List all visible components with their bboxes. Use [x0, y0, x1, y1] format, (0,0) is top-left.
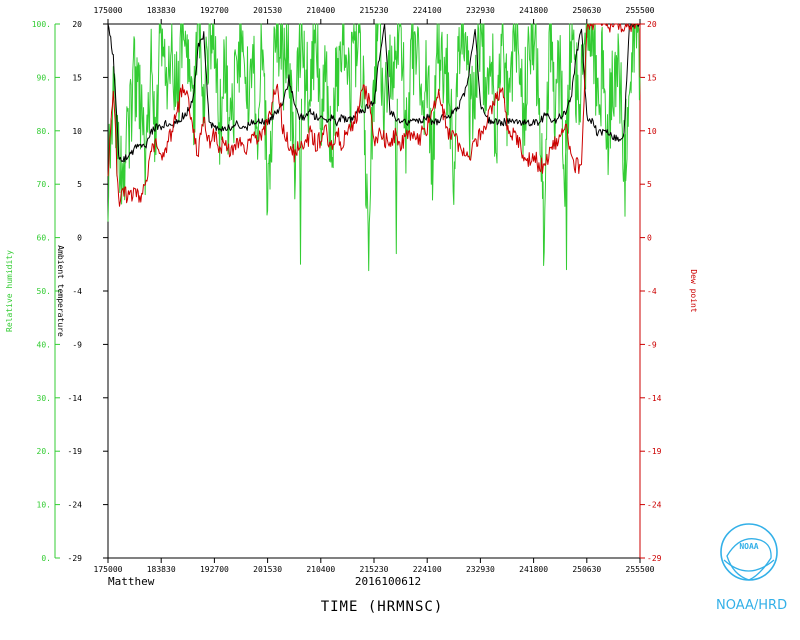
noaa-logo: NOAA — [720, 523, 778, 581]
series-line-relative_humidity — [107, 23, 641, 272]
x-tick-label-top: 192700 — [200, 6, 229, 15]
x-axis-title: TIME (HRMNSC) — [321, 599, 444, 615]
x-tick-label: 250630 — [572, 565, 601, 574]
dew-tick-label: -19 — [647, 447, 662, 456]
x-tick-label-top: 255500 — [626, 6, 655, 15]
x-tick-label-top: 250630 — [572, 6, 601, 15]
rh-tick-label: 0. — [41, 554, 51, 563]
dew-tick-label: 10 — [647, 127, 657, 136]
x-tick-label: 255500 — [626, 565, 655, 574]
x-tick-label: 183830 — [147, 565, 176, 574]
x-tick-label-top: 215230 — [360, 6, 389, 15]
rh-axis-label: Relative humidity — [5, 250, 14, 332]
temp-tick-label: 10 — [72, 127, 82, 136]
logo-wave-icon — [723, 559, 775, 572]
rh-tick-label: 100. — [32, 20, 51, 29]
series-line-ambient_temperature — [107, 23, 640, 163]
temp-tick-label: 5 — [77, 180, 82, 189]
agency-label: NOAA/HRD — [716, 598, 788, 613]
temp-tick-label: -4 — [72, 287, 82, 296]
rh-tick-label: 80. — [37, 127, 51, 136]
x-tick-label-top: 175000 — [94, 6, 123, 15]
temp-tick-label: 0 — [77, 234, 82, 243]
rh-tick-label: 10. — [37, 501, 51, 510]
temp-tick-label: -9 — [72, 340, 82, 349]
temp-tick-label: 15 — [72, 73, 82, 82]
x-tick-label: 201530 — [253, 565, 282, 574]
date-label: 2016100612 — [355, 575, 421, 588]
rh-tick-label: 90. — [37, 73, 51, 82]
rh-tick-label: 60. — [37, 234, 51, 243]
logo-bird-icon — [726, 538, 772, 581]
temp-axis-label: Ambient temperature — [56, 245, 65, 337]
rh-tick-label: 50. — [37, 287, 51, 296]
storm-name: Matthew — [108, 575, 155, 588]
dew-tick-label: -14 — [647, 394, 662, 403]
rh-tick-label: 40. — [37, 340, 51, 349]
temp-tick-label: -14 — [68, 394, 83, 403]
x-tick-label: 175000 — [94, 565, 123, 574]
dew-tick-label: -4 — [647, 287, 657, 296]
temp-tick-label: -29 — [68, 554, 83, 563]
dew-tick-label: 15 — [647, 73, 657, 82]
x-tick-label-top: 224100 — [413, 6, 442, 15]
rh-tick-label: 30. — [37, 394, 51, 403]
temp-tick-label: 20 — [72, 20, 82, 29]
rh-tick-label: 20. — [37, 447, 51, 456]
x-tick-label: 215230 — [360, 565, 389, 574]
x-tick-label: 192700 — [200, 565, 229, 574]
dew-tick-label: -9 — [647, 340, 657, 349]
x-tick-label: 224100 — [413, 565, 442, 574]
series-line-dew_point — [107, 23, 640, 207]
x-tick-label: 241800 — [519, 565, 548, 574]
x-tick-label-top: 201530 — [253, 6, 282, 15]
axes — [54, 19, 645, 563]
dew-tick-label: -24 — [647, 501, 662, 510]
rh-tick-label: 70. — [37, 180, 51, 189]
x-tick-label-top: 210400 — [306, 6, 335, 15]
dew-tick-label: 20 — [647, 20, 657, 29]
dew-tick-label: 5 — [647, 180, 652, 189]
axis-labels: 1750001750001838301838301927001927002015… — [5, 6, 698, 615]
x-tick-label: 210400 — [306, 565, 335, 574]
dew-tick-label: -29 — [647, 554, 662, 563]
logo-text: NOAA — [739, 542, 758, 551]
temp-tick-label: -19 — [68, 447, 83, 456]
x-tick-label-top: 241800 — [519, 6, 548, 15]
series-lines — [107, 23, 641, 272]
x-tick-label: 232930 — [466, 565, 495, 574]
x-tick-label-top: 232930 — [466, 6, 495, 15]
dew-axis-label: Dew point — [689, 269, 698, 313]
temp-tick-label: -24 — [68, 501, 83, 510]
x-tick-label-top: 183830 — [147, 6, 176, 15]
dew-tick-label: 0 — [647, 234, 652, 243]
